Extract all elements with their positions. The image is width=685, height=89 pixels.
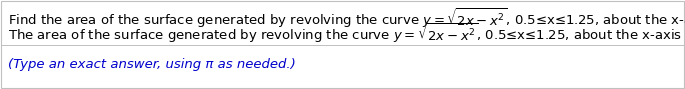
Text: (Type an exact answer, using π as needed.): (Type an exact answer, using π as needed… xyxy=(8,58,296,71)
Text: The area of the surface generated by revolving the curve $y= \sqrt{2x-x^2}$, 0.5: The area of the surface generated by rev… xyxy=(8,21,685,45)
Text: Find the area of the surface generated by revolving the curve $y = \sqrt{2x-x^2}: Find the area of the surface generated b… xyxy=(8,6,685,30)
